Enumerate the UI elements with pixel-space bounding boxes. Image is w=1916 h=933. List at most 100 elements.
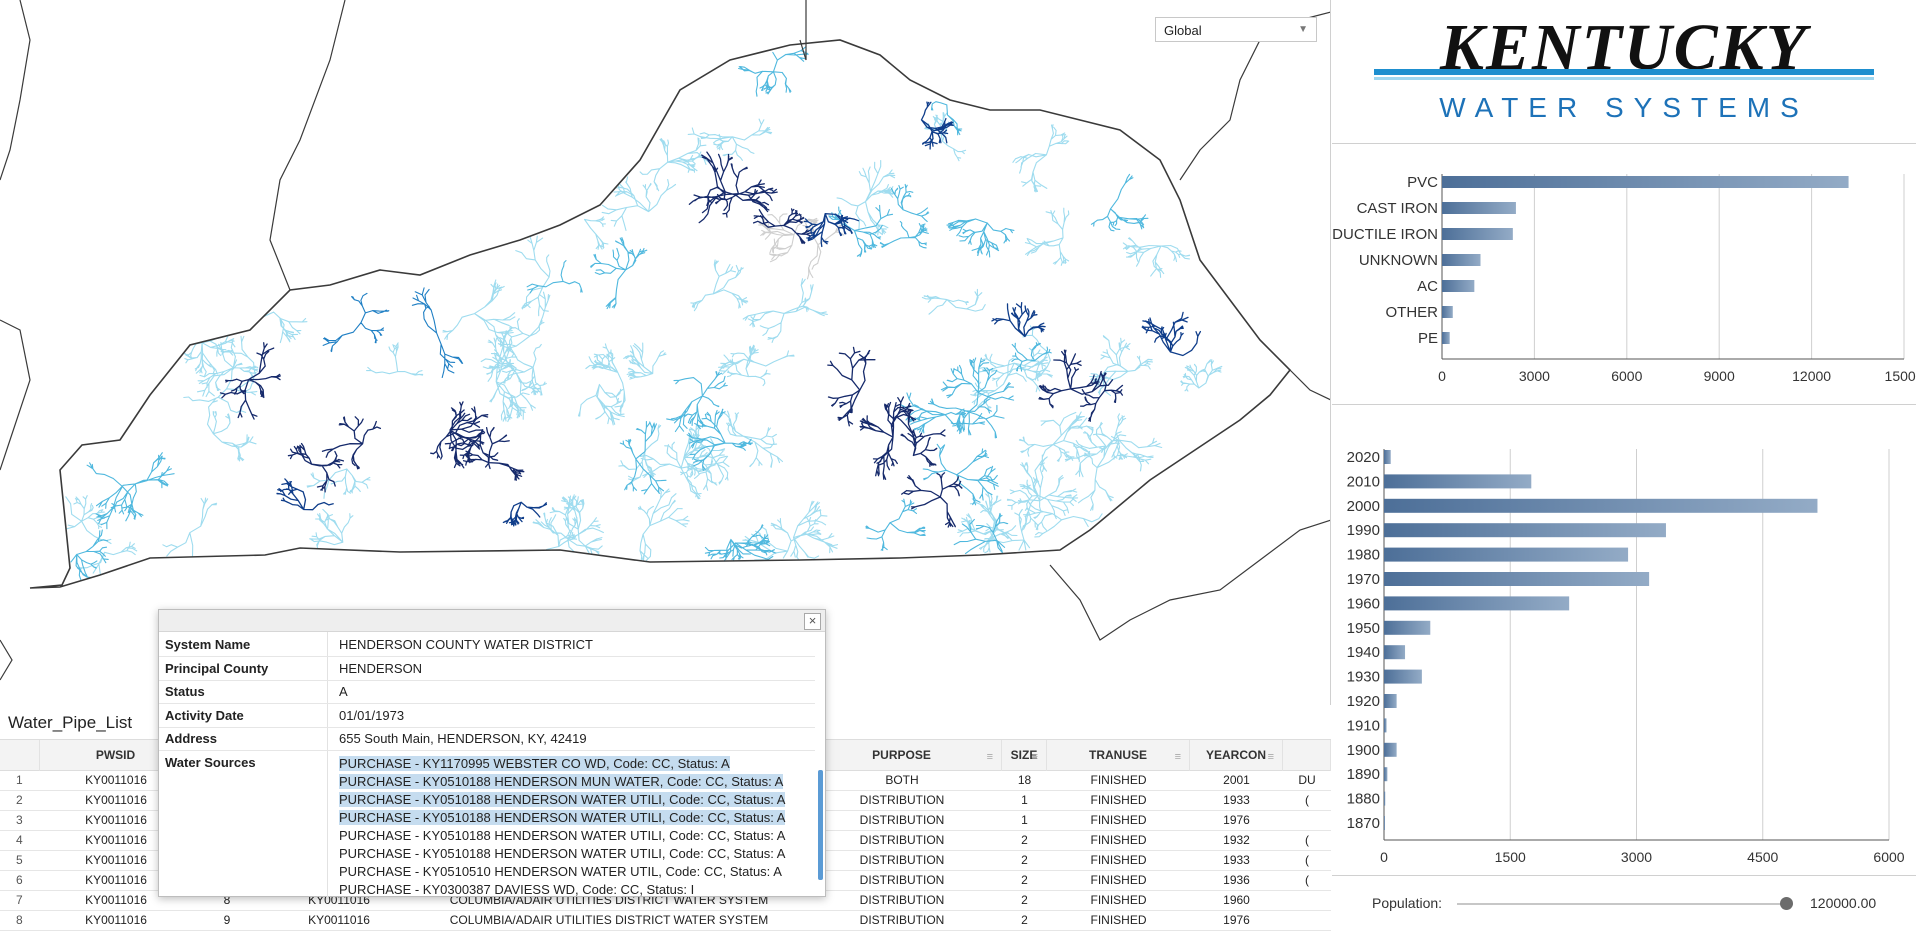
filter-icon[interactable]: ≡ <box>1031 751 1038 763</box>
bar[interactable] <box>1442 254 1481 266</box>
decade-chart-panel: 0 1500 3000 4500 6000 2020 2010 2000 1990 1980 197… <box>1332 406 1916 876</box>
popup-field-value: A <box>339 684 348 699</box>
table-cell: FINISHED <box>1090 853 1147 867</box>
bar[interactable] <box>1442 202 1516 214</box>
x-tick-label: 6000 <box>1873 849 1904 865</box>
population-slider-panel: Population: 120000.00 <box>1332 877 1916 933</box>
neighbor-border <box>0 0 31 181</box>
table-cell: DU <box>1298 773 1316 787</box>
column-header[interactable] <box>1283 740 1331 771</box>
bar[interactable] <box>1384 450 1391 464</box>
bar[interactable] <box>1384 523 1666 538</box>
water-source-text: PURCHASE - KY0510188 HENDERSON MUN WATER… <box>339 773 784 789</box>
table-cell: FINISHED <box>1090 893 1147 907</box>
bar[interactable] <box>1384 596 1570 611</box>
water-source-item: PURCHASE - KY0510188 HENDERSON WATER UTI… <box>339 827 809 845</box>
population-label: Population: <box>1372 895 1443 911</box>
bar[interactable] <box>1384 669 1422 684</box>
table-cell: 8 <box>223 893 231 907</box>
popup-scrollbar[interactable] <box>818 770 823 880</box>
filter-icon[interactable]: ≡ <box>1174 751 1181 763</box>
bar[interactable] <box>1384 791 1386 806</box>
bar[interactable] <box>1442 176 1849 188</box>
table-cell: FINISHED <box>1090 773 1147 787</box>
bar[interactable] <box>1384 742 1397 757</box>
category-label: 2020 <box>1347 449 1380 466</box>
bar[interactable] <box>1442 228 1513 240</box>
logo-stripe <box>1374 69 1874 75</box>
popup-field-row: System Name HENDERSON COUNTY WATER DISTRI… <box>159 634 815 657</box>
popup-field-value: 01/01/1973 <box>339 707 405 723</box>
row-number: 2 <box>16 793 23 807</box>
category-label: 1950 <box>1347 620 1380 637</box>
bar[interactable] <box>1384 694 1397 708</box>
bar[interactable] <box>1384 572 1650 586</box>
bar[interactable] <box>1384 767 1388 782</box>
pipe-segments <box>65 111 1223 575</box>
category-label: PVC <box>1407 174 1438 191</box>
table-cell: KY0011016 <box>85 813 147 827</box>
category-label: CAST IRON <box>1357 200 1438 217</box>
scope-dropdown[interactable]: Global ▼ <box>1155 17 1317 42</box>
bar[interactable] <box>1442 332 1450 344</box>
table-cell: KY0011016 <box>85 893 147 907</box>
category-label: UNKNOWN <box>1359 252 1438 269</box>
bar[interactable] <box>1384 498 1818 513</box>
water-source-text: PURCHASE - KY0510510 HENDERSON WATER UTI… <box>339 863 782 879</box>
pipe-network-layer <box>65 46 1223 581</box>
column-header[interactable]: PURPOSE ≡ <box>802 740 1002 771</box>
row-number: 7 <box>16 893 23 907</box>
filter-icon[interactable]: ≡ <box>986 751 993 763</box>
table-title: Water_Pipe_List <box>8 713 133 732</box>
category-label: AC <box>1417 278 1438 295</box>
water-sources-list[interactable]: PURCHASE - KY1170995 WEBSTER CO WD, Code… <box>339 755 809 896</box>
map-panel[interactable]: Global ▼ <box>0 0 1331 705</box>
bar[interactable] <box>1384 620 1431 635</box>
population-slider-track[interactable] <box>1457 903 1793 905</box>
table-cell <box>1283 811 1331 831</box>
bar[interactable] <box>1442 306 1453 318</box>
column-header-label: PURPOSE <box>872 748 931 762</box>
x-tick-label: 3000 <box>1519 368 1550 384</box>
column-header[interactable] <box>0 740 40 771</box>
row-number: 5 <box>16 853 23 867</box>
x-tick-label: 9000 <box>1704 368 1735 384</box>
table-cell: ( <box>1305 853 1309 867</box>
scope-dropdown-value: Global <box>1164 23 1202 38</box>
popup-field-row: Activity Date 01/01/1973 <box>159 705 815 728</box>
water-source-text: PURCHASE - KY0510188 HENDERSON WATER UTI… <box>339 791 786 807</box>
column-header[interactable]: TRANUSE ≡ <box>1047 740 1190 771</box>
table-cell: 1960 <box>1223 893 1250 907</box>
bar[interactable] <box>1442 280 1475 292</box>
bar[interactable] <box>1384 718 1387 733</box>
bar[interactable] <box>1384 645 1406 660</box>
table-cell: 9 <box>223 913 231 927</box>
column-header-label: YEARCON <box>1205 748 1266 762</box>
category-label: 1940 <box>1347 644 1380 661</box>
filter-icon[interactable]: ≡ <box>1267 751 1274 763</box>
table-cell: 2001 <box>1223 773 1250 787</box>
bar[interactable] <box>1384 474 1532 489</box>
population-slider-thumb[interactable] <box>1780 897 1794 910</box>
table-cell: 2 <box>1021 833 1028 847</box>
popup-field-row: Status A <box>159 681 815 704</box>
category-label: 1930 <box>1347 669 1380 686</box>
water-system-map[interactable] <box>0 0 1331 705</box>
x-tick-label: 6000 <box>1611 368 1642 384</box>
bar[interactable] <box>1384 547 1629 562</box>
table-row[interactable]: 8 KY0011016 9 KY0011016 COLUMBIA/ADAIR UTILI… <box>0 911 1331 931</box>
close-icon[interactable]: × <box>804 613 821 630</box>
pipe-material-bar-chart[interactable]: 0 3000 6000 9000 12000 15000 PVC CAST IRON DUCTI… <box>1332 145 1916 405</box>
row-number: 6 <box>16 873 23 887</box>
material-chart-panel: 0 3000 6000 9000 12000 15000 PVC CAST IRON DUCTI… <box>1332 145 1916 405</box>
row-number: 4 <box>16 833 23 847</box>
column-header[interactable]: SIZE ≡ <box>1002 740 1047 771</box>
table-cell: 1 <box>1021 813 1028 827</box>
x-tick-label: 15000 <box>1885 368 1916 384</box>
water-source-text: PURCHASE - KY0510188 HENDERSON WATER UTI… <box>339 827 786 843</box>
install-decade-bar-chart[interactable]: 0 1500 3000 4500 6000 2020 2010 2000 1990 1980 197… <box>1332 406 1916 876</box>
column-header[interactable]: YEARCON ≡ <box>1190 740 1283 771</box>
bar[interactable] <box>1384 816 1385 830</box>
table-cell: FINISHED <box>1090 813 1147 827</box>
category-label: OTHER <box>1386 304 1439 321</box>
